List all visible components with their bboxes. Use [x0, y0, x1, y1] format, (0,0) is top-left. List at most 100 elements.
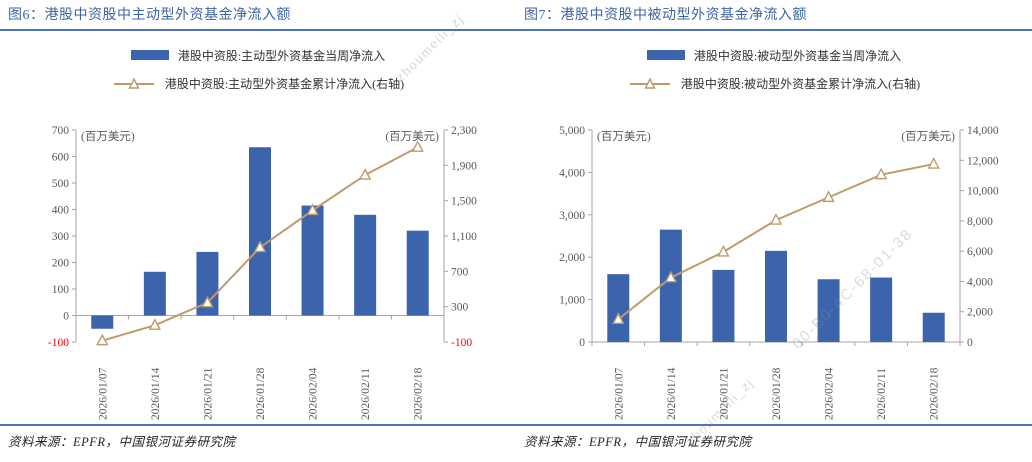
right-axis-tick-label: 12,000 [967, 155, 999, 167]
left-axis-tick-label: 0 [63, 311, 69, 323]
bar [870, 277, 893, 343]
right-axis-tick-label: 0 [967, 337, 973, 349]
dual-axis-chart: 700 600 500 400 300 200 100 0 -100 2,300 1,900 1,50… [48, 125, 477, 421]
triangle-marker [306, 203, 319, 216]
right-axis-tick-label: 700 [451, 267, 469, 279]
line-series-swatch [113, 77, 154, 89]
x-axis-category-label: 2026/02/18 [413, 368, 425, 421]
right-axis-tick-label: 4,000 [967, 277, 993, 289]
source-note: 资料来源：EPFR，中国银河证券研究院 [8, 435, 236, 450]
right-axis-tick-label: 1,500 [451, 196, 477, 208]
legend-label: 港股中资股:主动型外资基金当周净流入 [177, 48, 386, 63]
line-series-swatch [629, 77, 670, 89]
right-axis-tick-label: 1,100 [451, 231, 477, 243]
legend: 港股中资股:主动型外资基金当周净流入 港股中资股:主动型外资基金累计净流入(右轴… [0, 46, 516, 92]
x-axis-category-label: 2026/02/04 [308, 368, 320, 421]
triangle-marker [96, 333, 109, 346]
bar-series-swatch [130, 50, 169, 61]
bar [301, 205, 324, 316]
bar [607, 274, 630, 343]
right-axis-tick-label: 2,000 [967, 307, 993, 319]
source-note: 资料来源：EPFR，中国银河证券研究院 [524, 435, 752, 450]
left-axis-tick-label: 5,000 [559, 125, 585, 137]
x-axis-category-label: 2026/02/11 [360, 368, 372, 420]
dual-axis-chart: 5,000 4,000 3,000 2,000 1,000 0 14,000 12,000 10… [559, 125, 999, 421]
figure-panel-6: 图6：港股中资股中主动型外资基金净流入额 港股中资股:主动型外资基金当周净流入 … [0, 0, 516, 450]
legend-item-cumulative: 港股中资股:被动型外资基金累计净流入(右轴) [628, 74, 920, 92]
x-axis-category-label: 2026/01/07 [613, 368, 625, 421]
right-axis-unit-label: (百万美元) [385, 129, 439, 143]
legend-label: 港股中资股:被动型外资基金累计净流入(右轴) [680, 76, 921, 91]
legend-label: 港股中资股:被动型外资基金当周净流入 [693, 48, 902, 63]
legend: 港股中资股:被动型外资基金当周净流入 港股中资股:被动型外资基金累计净流入(右轴… [516, 46, 1032, 92]
left-axis-tick-label: 400 [52, 205, 70, 217]
right-axis-tick-label: 1,900 [451, 161, 477, 173]
right-axis-tick-label: -100 [451, 337, 472, 349]
left-axis-tick-label: 1,000 [559, 295, 585, 307]
triangle-marker [201, 295, 214, 308]
triangle-marker [148, 318, 162, 331]
figure-footer: 资料来源：EPFR，中国银河证券研究院 [516, 424, 1032, 450]
triangle-marker [253, 240, 267, 253]
x-axis-category-label: 2026/01/07 [97, 368, 109, 421]
bar [406, 230, 429, 316]
left-axis-tick-label: 200 [52, 258, 70, 270]
x-axis-category-label: 2026/01/21 [718, 368, 730, 421]
legend-item-weekly: 港股中资股:主动型外资基金当周净流入 [130, 46, 386, 64]
left-axis-tick-label: 2,000 [559, 252, 585, 264]
left-axis-tick-label: 500 [52, 178, 70, 190]
bar [712, 270, 735, 343]
right-axis-tick-label: 10,000 [967, 186, 999, 198]
triangle-marker [874, 167, 888, 180]
right-axis-tick-label: 300 [451, 302, 469, 314]
bar [249, 147, 271, 316]
triangle-marker [612, 312, 625, 325]
report-figures-row: 图6：港股中资股中主动型外资基金净流入额 港股中资股:主动型外资基金当周净流入 … [0, 0, 1032, 450]
bar [196, 252, 219, 316]
left-axis-tick-label: 100 [52, 284, 70, 296]
triangle-marker [822, 190, 835, 203]
x-axis-category-label: 2026/02/18 [929, 368, 941, 421]
left-axis-tick-label: 3,000 [559, 210, 585, 222]
bar [765, 251, 787, 343]
bar [143, 271, 166, 316]
right-axis-tick-label: 8,000 [967, 216, 993, 228]
figure-panel-7: 图7：港股中资股中被动型外资基金净流入额 港股中资股:被动型外资基金当周净流入 … [516, 0, 1032, 450]
triangle-marker [664, 270, 678, 283]
bar [91, 315, 114, 329]
left-axis-tick-label: 300 [52, 231, 70, 243]
triangle-marker [358, 168, 372, 180]
legend-item-weekly: 港股中资股:被动型外资基金当周净流入 [646, 46, 902, 64]
figure-title: 图7：港股中资股中被动型外资基金净流入额 [516, 0, 1032, 32]
x-axis-category-label: 2026/01/21 [202, 368, 214, 421]
x-axis-category-label: 2026/01/28 [255, 368, 267, 421]
x-axis-category-label: 2026/01/14 [666, 368, 678, 421]
left-axis-tick-label: 700 [52, 125, 70, 137]
right-axis-tick-label: 2,300 [451, 125, 477, 137]
x-axis-category-label: 2026/01/14 [150, 368, 162, 421]
figure-footer: 资料来源：EPFR，中国银河证券研究院 [0, 424, 516, 450]
bar [659, 229, 682, 343]
legend-item-cumulative: 港股中资股:主动型外资基金累计净流入(右轴) [112, 74, 404, 92]
triangle-marker [717, 245, 730, 257]
left-axis-tick-label: 600 [52, 152, 70, 164]
left-axis-unit-label: (百万美元) [597, 129, 651, 143]
figure-title: 图6：港股中资股中主动型外资基金净流入额 [0, 0, 516, 32]
bar-series-swatch [646, 50, 685, 61]
right-axis-tick-label: 6,000 [967, 246, 993, 258]
left-axis-tick-label: 4,000 [559, 168, 585, 180]
x-axis-category-label: 2026/01/28 [771, 368, 783, 421]
left-axis-tick-label: -100 [48, 337, 69, 349]
left-axis-unit-label: (百万美元) [81, 129, 135, 143]
bar [817, 279, 840, 343]
triangle-marker [411, 140, 424, 153]
triangle-marker [927, 157, 940, 169]
bar [354, 214, 377, 316]
legend-label: 港股中资股:主动型外资基金累计净流入(右轴) [164, 76, 405, 91]
x-axis-category-label: 2026/02/11 [876, 368, 888, 420]
right-axis-tick-label: 14,000 [967, 125, 999, 137]
left-axis-tick-label: 0 [579, 337, 585, 349]
bar [922, 312, 945, 343]
right-axis-unit-label: (百万美元) [901, 129, 955, 143]
triangle-marker [769, 213, 783, 225]
